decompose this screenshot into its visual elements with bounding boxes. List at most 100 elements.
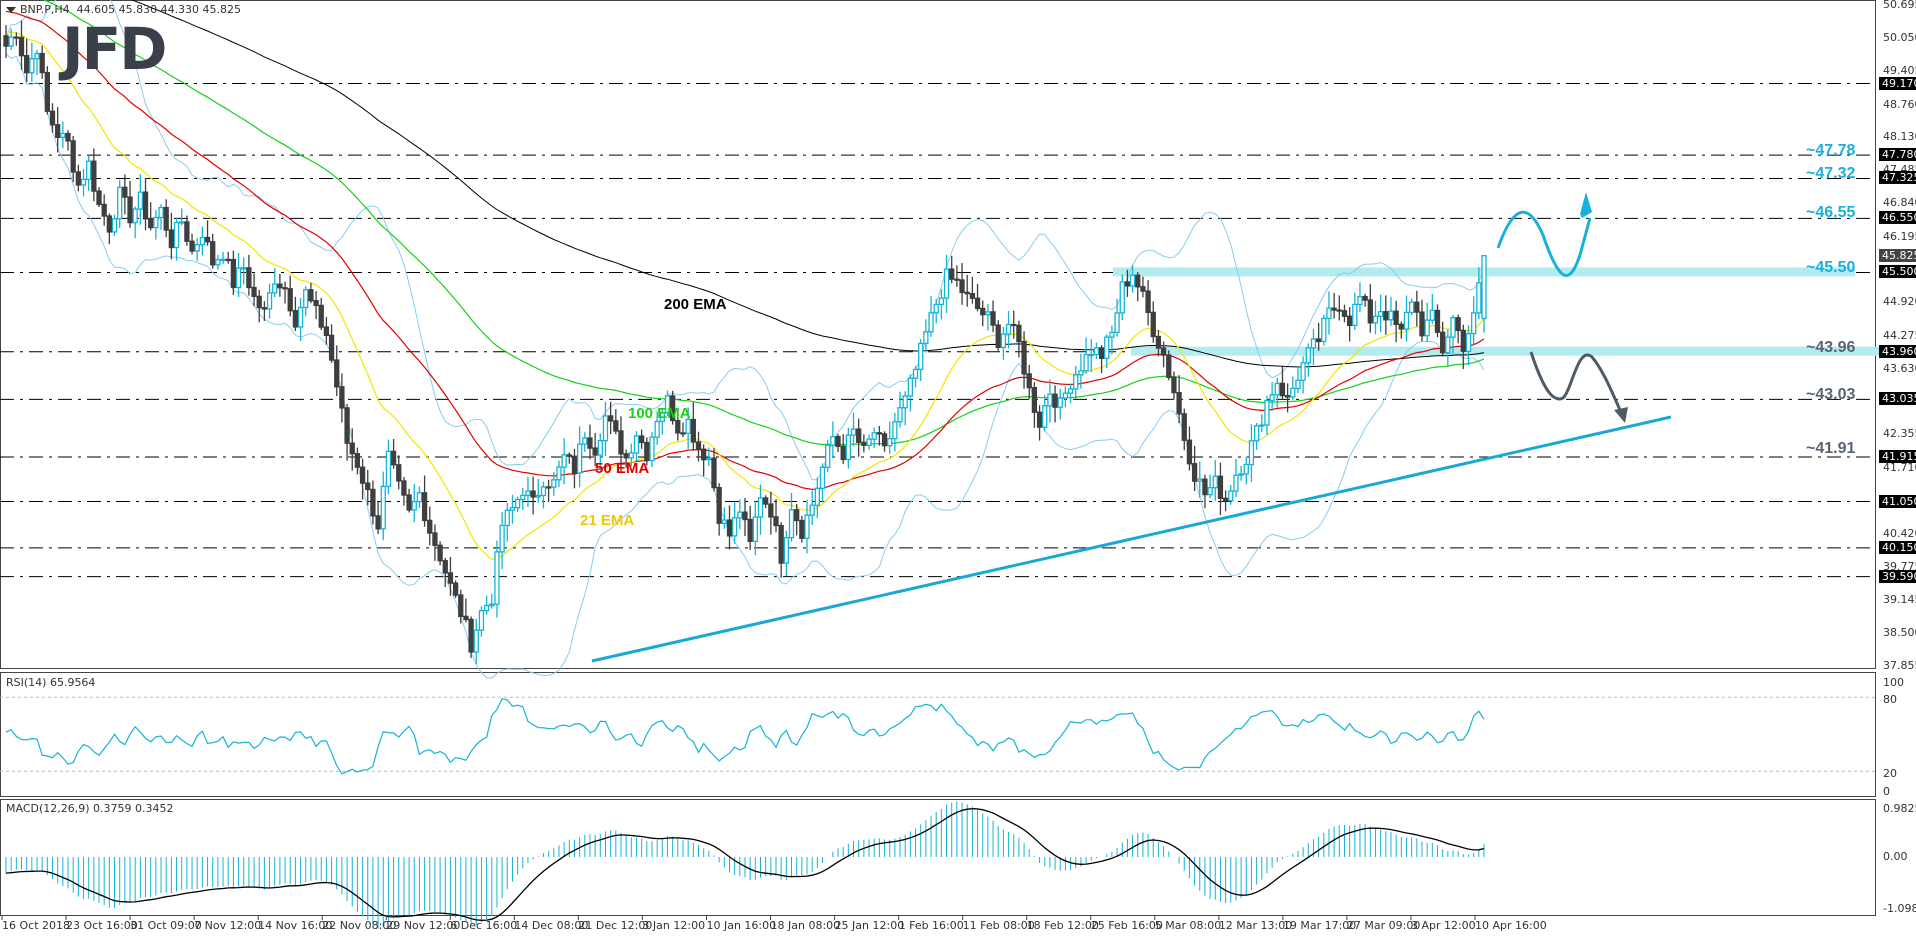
candle-body [132,208,138,224]
candle-body [556,466,562,481]
candle-body [127,196,133,224]
candle-body [540,486,547,497]
candle-body [1000,333,1007,349]
candle-body [344,407,350,444]
candle-body [365,482,371,491]
candle-body [1424,319,1430,337]
candle-body [747,518,753,543]
rsi-line [5,697,1485,775]
candle-body [716,486,722,524]
ema-21-line [5,31,1485,561]
candle-body [1176,391,1182,415]
price-tick: 48.760 [1883,97,1916,111]
candle-body [1047,393,1053,407]
price-tick: 40.420 [1883,526,1916,540]
candle-body [1393,310,1399,325]
candle-body [499,524,505,553]
candle-body [1248,440,1255,466]
candle-body [235,267,242,289]
candle-body [323,326,330,336]
candle-body [1398,323,1404,330]
dropdown-triangle-icon[interactable] [6,7,16,13]
time-tick: 14 Dec 08:00 [514,919,589,932]
candle-body [742,511,748,521]
candle-body [1150,311,1156,338]
candle-body [390,450,397,466]
candle-body [576,443,583,474]
level-annotation: ~45.50 [1806,259,1856,276]
candle-body [220,258,226,262]
price-tick: 50.695 [1883,0,1916,11]
candle-body [1362,295,1368,301]
candle-body [1331,307,1337,311]
candle-body [148,218,154,229]
ema-label: 50 EMA [595,460,650,477]
candle-body [840,445,846,461]
candle-body [1346,315,1353,327]
candle-body [530,490,536,498]
candle-body [825,444,831,468]
macd-tick: 0.9825 [1883,802,1916,815]
candle-body [339,386,345,409]
candle-body [168,229,175,249]
level-price-badge: 40.150 [1879,540,1916,554]
candle-body [303,289,309,309]
candle-body [690,418,696,443]
candle-body [1429,309,1435,321]
candle-body [607,415,614,422]
candle-body [1414,301,1420,313]
level-price-badge: 43.960 [1879,344,1916,358]
candle-body [189,240,195,252]
candle-body [1186,439,1193,465]
candle-body [199,236,206,246]
candle-body [819,466,826,489]
candle-body [1481,255,1487,320]
candle-body [949,268,955,280]
time-tick: 31 Oct 09:00 [130,919,202,932]
ema-200-line [130,0,1485,368]
candle-body [163,206,169,231]
candle-body [773,516,779,527]
macd-tick: -1.0982 [1883,902,1916,915]
candle-body [525,490,531,497]
candle-body [447,572,454,584]
time-tick: 22 Nov 08:00 [322,919,397,932]
candle-body [535,494,541,498]
candle-body [520,494,526,501]
candle-body [1238,473,1244,476]
candle-body [1284,395,1291,398]
candle-body [757,497,764,518]
candle-body [732,517,738,537]
candle-body [726,519,733,537]
candle-body [106,215,113,233]
candle-body [375,515,381,530]
price-tick: 46.195 [1883,229,1916,243]
candle-body [788,509,795,539]
candle-body [1295,379,1301,390]
candle-body [1419,311,1425,337]
candle-body [1067,388,1074,394]
candle-body [752,516,758,543]
time-tick: 12 Mar 13:00 [1218,919,1293,932]
time-tick: 3 Apr 12:00 [1410,919,1476,932]
candle-body [215,259,221,266]
candle-body [1191,463,1198,482]
candle-body [101,203,107,217]
candle-body [912,368,919,379]
level-price-badge: 47.325 [1879,171,1916,185]
candle-body [225,258,231,262]
candle-body [401,480,407,496]
candle-body [70,140,76,173]
candle-body [918,342,924,371]
candle-body [551,479,557,488]
candle-body [1264,399,1270,426]
candle-body [3,35,9,47]
candle-body [1388,310,1394,321]
candle-body [111,218,118,233]
candle-body [1140,286,1146,292]
candle-body [1135,274,1141,288]
candle-body [876,432,883,435]
candle-body [1109,331,1115,338]
candle-body [1207,487,1213,496]
